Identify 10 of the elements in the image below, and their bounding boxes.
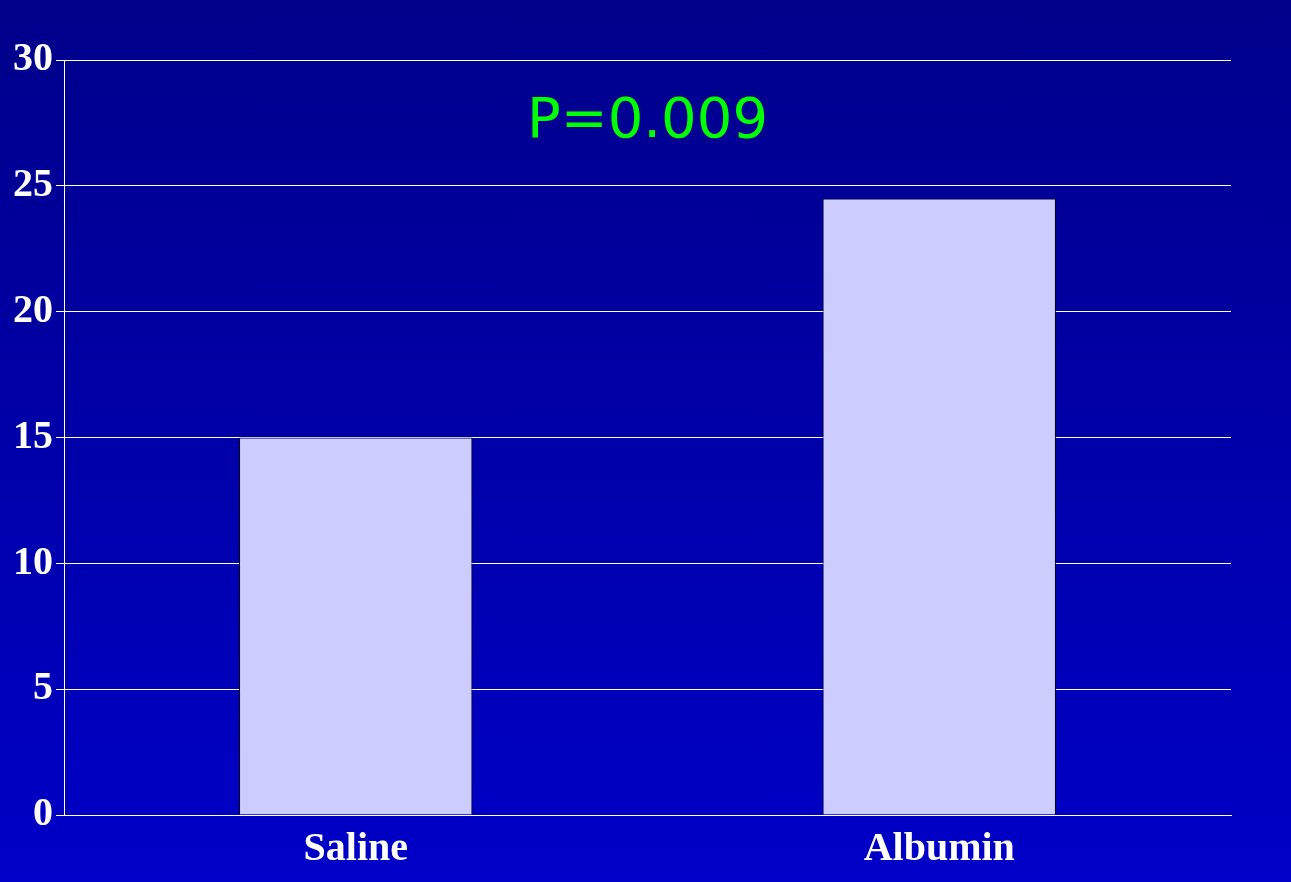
y-tick-label: 25 (13, 160, 53, 206)
x-tick-label: Albumin (863, 824, 1015, 870)
annotation: P=0.009 (526, 84, 769, 150)
x-tick-label: Saline (303, 824, 408, 870)
y-tick-label: 10 (13, 537, 53, 583)
y-tick-label: 15 (13, 411, 53, 457)
y-tick-label: 0 (33, 789, 53, 835)
y-tick-label: 5 (33, 663, 53, 709)
y-tick-label: 20 (13, 285, 53, 331)
y-tick-label: 30 (13, 34, 53, 80)
